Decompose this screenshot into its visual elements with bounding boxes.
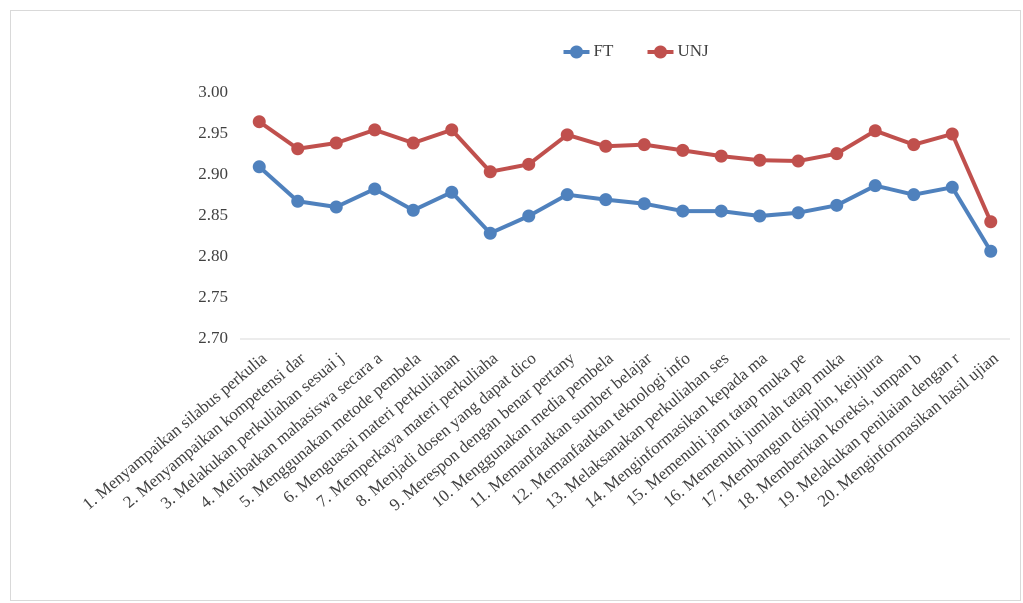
data-point — [406, 136, 420, 150]
data-point — [445, 123, 459, 137]
data-point — [445, 185, 459, 199]
data-point — [560, 128, 574, 142]
data-point — [868, 124, 882, 138]
data-point — [252, 115, 266, 129]
series-line — [257, 165, 993, 253]
data-point — [406, 203, 420, 217]
y-tick-label: 2.95 — [198, 123, 228, 142]
y-tick-label: 2.90 — [198, 164, 228, 183]
y-tick-label: 2.70 — [198, 328, 228, 347]
data-point — [522, 157, 536, 171]
data-point — [676, 143, 690, 157]
chart-border — [10, 10, 1021, 601]
data-point — [945, 127, 959, 141]
data-point — [753, 209, 767, 223]
data-point — [907, 138, 921, 152]
data-point — [560, 188, 574, 202]
data-point — [945, 180, 959, 194]
legend-marker — [570, 45, 583, 59]
data-point — [291, 142, 305, 156]
data-point — [637, 197, 651, 211]
data-point — [830, 147, 844, 161]
legend-marker — [654, 45, 667, 59]
series-line — [258, 120, 993, 223]
data-point — [599, 139, 613, 153]
data-point — [791, 154, 805, 168]
y-tick-label: 2.80 — [198, 246, 228, 265]
data-point — [483, 226, 497, 240]
data-point — [907, 188, 921, 202]
data-point — [329, 200, 343, 214]
data-point — [291, 194, 305, 208]
data-point — [252, 160, 266, 174]
y-tick-label: 3.00 — [198, 82, 228, 101]
y-tick-label: 2.75 — [198, 287, 228, 306]
legend-label: UNJ — [678, 41, 710, 60]
legend-item: FT — [563, 41, 614, 60]
data-point — [984, 244, 998, 258]
legend-label: FT — [594, 41, 614, 60]
data-point — [714, 149, 728, 163]
data-point — [599, 193, 613, 207]
data-point — [368, 182, 382, 196]
data-point — [984, 215, 998, 229]
data-point — [791, 206, 805, 220]
data-point — [830, 198, 844, 212]
y-tick-label: 2.85 — [198, 205, 228, 224]
data-point — [676, 204, 690, 218]
legend-item: UNJ — [647, 41, 710, 60]
data-point — [637, 138, 651, 152]
data-point — [753, 153, 767, 167]
data-point — [329, 136, 343, 150]
data-point — [368, 123, 382, 137]
data-point — [714, 204, 728, 218]
data-point — [522, 209, 536, 223]
data-point — [868, 179, 882, 193]
data-point — [483, 165, 497, 179]
